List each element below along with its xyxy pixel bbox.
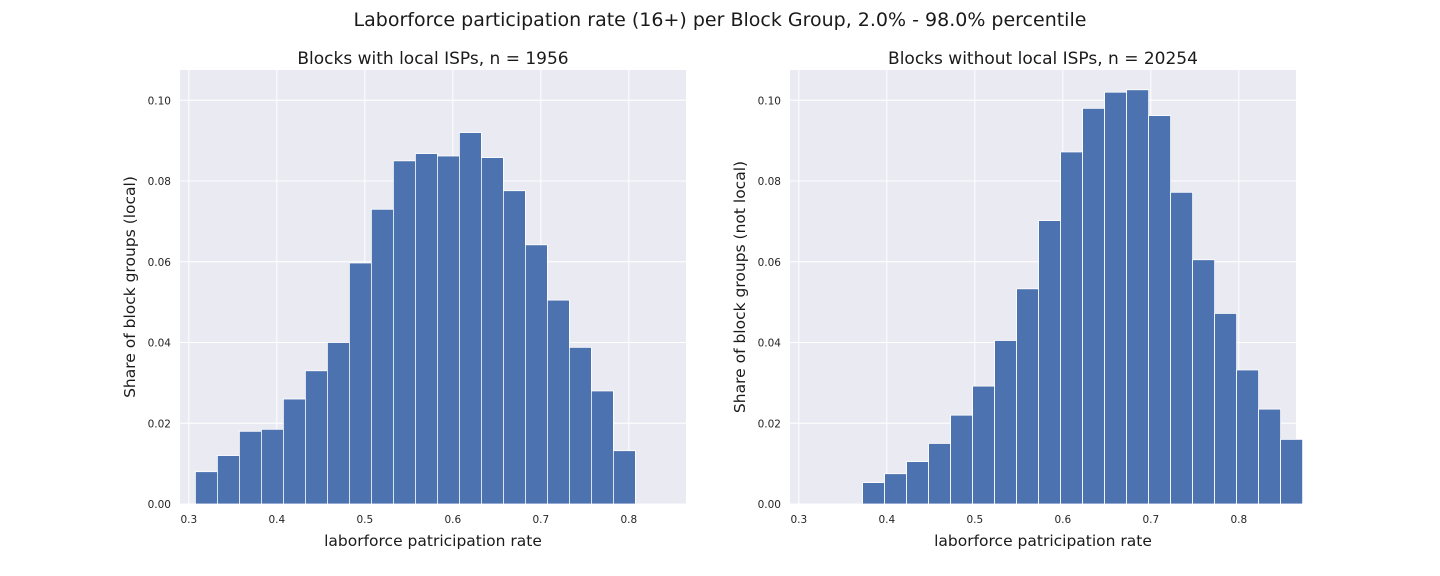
x-tick-label: 0.6 [1054, 514, 1071, 526]
histogram-bar [862, 482, 886, 505]
histogram-bar [1148, 115, 1172, 505]
histogram-bar [1082, 107, 1106, 505]
x-axis-label: laborforce patricipation rate [324, 532, 542, 550]
histogram-bar [1170, 191, 1194, 505]
histogram-bar [546, 299, 570, 505]
histogram-bar [260, 428, 284, 505]
x-axis-label: laborforce patricipation rate [934, 532, 1152, 550]
chart-panel-not-local: Blocks without local ISPs, n = 20254 0.3 0… [720, 40, 1340, 560]
y-axis-label: Share of block groups (local) [121, 176, 139, 398]
x-tick-label: 0.8 [1230, 514, 1247, 526]
histogram-bar [282, 398, 306, 505]
chart-panel-local: Blocks with local ISPs, n = 1956 0.3 0.4 0.… [110, 40, 730, 560]
histogram-bar [392, 160, 416, 505]
y-tick-label: 0.10 [148, 95, 171, 107]
y-tick-label: 0.00 [758, 499, 781, 511]
x-tick-label: 0.7 [1142, 514, 1159, 526]
histogram-bar [950, 414, 974, 505]
histogram-bar [1236, 369, 1259, 505]
histogram-bar [414, 153, 438, 505]
histogram-bar [1060, 151, 1084, 505]
histogram-bar [568, 346, 592, 505]
histogram-bar [502, 190, 526, 505]
histogram-bar [1192, 259, 1216, 505]
histogram-bar [884, 473, 908, 505]
histogram-bar [436, 155, 460, 505]
x-tick-label: 0.3 [180, 514, 197, 526]
histogram-bar [612, 450, 636, 505]
x-tick-label: 0.4 [268, 514, 285, 526]
histogram-bar [217, 455, 240, 505]
histogram-bar [1016, 288, 1040, 505]
histogram-local: Blocks with local ISPs, n = 1956 0.3 0.4 0.… [121, 49, 686, 550]
y-tick-label: 0.10 [758, 95, 781, 107]
y-tick-label: 0.02 [148, 418, 171, 430]
histogram-bar [1038, 220, 1062, 505]
histogram-bar [480, 157, 504, 505]
histogram-bar [370, 208, 394, 505]
histogram-not-local: Blocks without local ISPs, n = 20254 0.3 0… [731, 49, 1303, 550]
histogram-bar [304, 370, 328, 505]
x-tick-label: 0.4 [878, 514, 895, 526]
x-tick-label: 0.6 [444, 514, 461, 526]
y-tick-label: 0.08 [148, 176, 171, 188]
y-tick-label: 0.02 [758, 418, 781, 430]
histogram-bar [195, 471, 218, 505]
histogram-bar [1258, 408, 1281, 505]
histogram-bar [994, 340, 1018, 505]
histogram-bar [458, 132, 482, 505]
figure-title: Laborforce participation rate (16+) per … [353, 9, 1087, 31]
y-tick-label: 0.00 [148, 499, 171, 511]
x-tick-label: 0.5 [356, 514, 373, 526]
histogram-bar [1280, 439, 1303, 505]
histogram-bar [238, 430, 262, 505]
y-tick-label: 0.06 [758, 257, 782, 269]
histogram-bar [906, 461, 930, 505]
x-tick-label: 0.7 [532, 514, 549, 526]
histogram-bar [1104, 91, 1128, 505]
histogram-bar [326, 342, 350, 505]
y-tick-label: 0.08 [758, 176, 781, 188]
histogram-bar [928, 443, 952, 505]
x-tick-label: 0.5 [966, 514, 983, 526]
x-tick-label: 0.3 [790, 514, 807, 526]
histogram-bar [348, 262, 372, 505]
histogram-bar [972, 385, 996, 505]
x-tick-label: 0.8 [620, 514, 637, 526]
chart-title: Blocks without local ISPs, n = 20254 [888, 49, 1198, 69]
chart-title: Blocks with local ISPs, n = 1956 [297, 49, 568, 69]
histogram-bar [524, 244, 548, 505]
y-tick-label: 0.04 [148, 338, 172, 350]
y-tick-label: 0.06 [148, 257, 172, 269]
histogram-bar [1214, 313, 1238, 505]
y-tick-label: 0.04 [758, 338, 782, 350]
histogram-bar [1126, 89, 1150, 505]
histogram-bar [590, 390, 614, 505]
y-axis-label: Share of block groups (not local) [731, 161, 749, 413]
